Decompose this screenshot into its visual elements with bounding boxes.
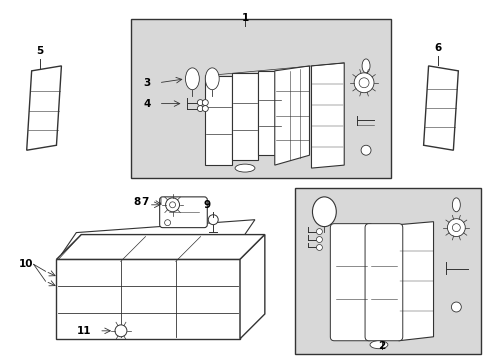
Ellipse shape [235, 164, 254, 172]
Text: 4: 4 [143, 99, 150, 109]
Circle shape [316, 229, 322, 235]
Polygon shape [61, 220, 254, 255]
Circle shape [165, 198, 179, 212]
Circle shape [447, 219, 464, 237]
Text: 10: 10 [19, 259, 34, 269]
Bar [131, 19, 390, 178]
Text: 7: 7 [141, 197, 148, 207]
Circle shape [353, 73, 373, 93]
Circle shape [358, 78, 368, 88]
Circle shape [451, 224, 459, 231]
Text: 6: 6 [434, 43, 441, 53]
Text: 11: 11 [77, 326, 91, 336]
Ellipse shape [451, 198, 459, 212]
Circle shape [208, 215, 218, 225]
Text: 3: 3 [143, 78, 150, 88]
Polygon shape [311, 63, 344, 168]
Circle shape [202, 105, 208, 112]
Polygon shape [56, 235, 264, 260]
Polygon shape [240, 235, 264, 339]
Polygon shape [205, 76, 232, 165]
Circle shape [316, 237, 322, 243]
Circle shape [197, 100, 203, 105]
Circle shape [360, 145, 370, 155]
Ellipse shape [369, 341, 387, 349]
Circle shape [202, 100, 208, 105]
Ellipse shape [312, 197, 336, 227]
Ellipse shape [361, 59, 369, 73]
Ellipse shape [185, 68, 199, 90]
Polygon shape [232, 73, 257, 160]
FancyBboxPatch shape [160, 197, 207, 228]
FancyBboxPatch shape [365, 224, 402, 341]
Text: 2: 2 [378, 341, 385, 351]
Polygon shape [56, 260, 240, 339]
FancyBboxPatch shape [330, 224, 372, 341]
Text: 9: 9 [203, 200, 210, 210]
Circle shape [115, 325, 127, 337]
Circle shape [450, 302, 460, 312]
Circle shape [169, 202, 175, 208]
Bar [294, 188, 480, 354]
Text: 5: 5 [36, 46, 43, 56]
Text: 8: 8 [133, 197, 141, 207]
Circle shape [164, 220, 170, 226]
Polygon shape [27, 66, 61, 150]
Text: 1: 1 [241, 13, 248, 23]
Ellipse shape [205, 68, 219, 90]
Polygon shape [398, 222, 433, 341]
Polygon shape [257, 71, 281, 155]
Circle shape [197, 105, 203, 112]
Polygon shape [423, 66, 457, 150]
Circle shape [316, 244, 322, 251]
Polygon shape [274, 66, 309, 165]
